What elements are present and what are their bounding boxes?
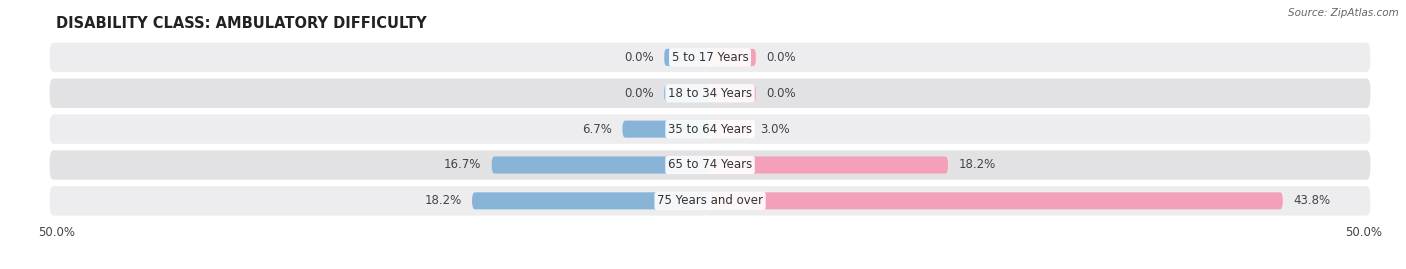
FancyBboxPatch shape (49, 186, 1371, 215)
Text: 0.0%: 0.0% (624, 87, 654, 100)
Text: 18.2%: 18.2% (959, 158, 995, 171)
Text: 6.7%: 6.7% (582, 123, 612, 136)
FancyBboxPatch shape (664, 49, 710, 66)
FancyBboxPatch shape (49, 43, 1371, 72)
Text: 0.0%: 0.0% (766, 51, 796, 64)
FancyBboxPatch shape (710, 49, 756, 66)
FancyBboxPatch shape (710, 157, 948, 174)
FancyBboxPatch shape (710, 192, 1282, 209)
FancyBboxPatch shape (49, 79, 1371, 108)
Text: 5 to 17 Years: 5 to 17 Years (672, 51, 748, 64)
Text: 75 Years and over: 75 Years and over (657, 194, 763, 207)
FancyBboxPatch shape (49, 150, 1371, 180)
FancyBboxPatch shape (472, 192, 710, 209)
Text: 18 to 34 Years: 18 to 34 Years (668, 87, 752, 100)
Text: DISABILITY CLASS: AMBULATORY DIFFICULTY: DISABILITY CLASS: AMBULATORY DIFFICULTY (56, 16, 427, 31)
FancyBboxPatch shape (623, 121, 710, 138)
Text: 3.0%: 3.0% (759, 123, 789, 136)
Text: 0.0%: 0.0% (624, 51, 654, 64)
Text: Source: ZipAtlas.com: Source: ZipAtlas.com (1288, 8, 1399, 18)
Text: 16.7%: 16.7% (444, 158, 481, 171)
Text: 35 to 64 Years: 35 to 64 Years (668, 123, 752, 136)
FancyBboxPatch shape (49, 114, 1371, 144)
Text: 0.0%: 0.0% (766, 87, 796, 100)
FancyBboxPatch shape (492, 157, 710, 174)
Text: 18.2%: 18.2% (425, 194, 461, 207)
FancyBboxPatch shape (664, 85, 710, 102)
FancyBboxPatch shape (710, 85, 756, 102)
Text: 43.8%: 43.8% (1294, 194, 1330, 207)
Text: 65 to 74 Years: 65 to 74 Years (668, 158, 752, 171)
FancyBboxPatch shape (710, 121, 749, 138)
